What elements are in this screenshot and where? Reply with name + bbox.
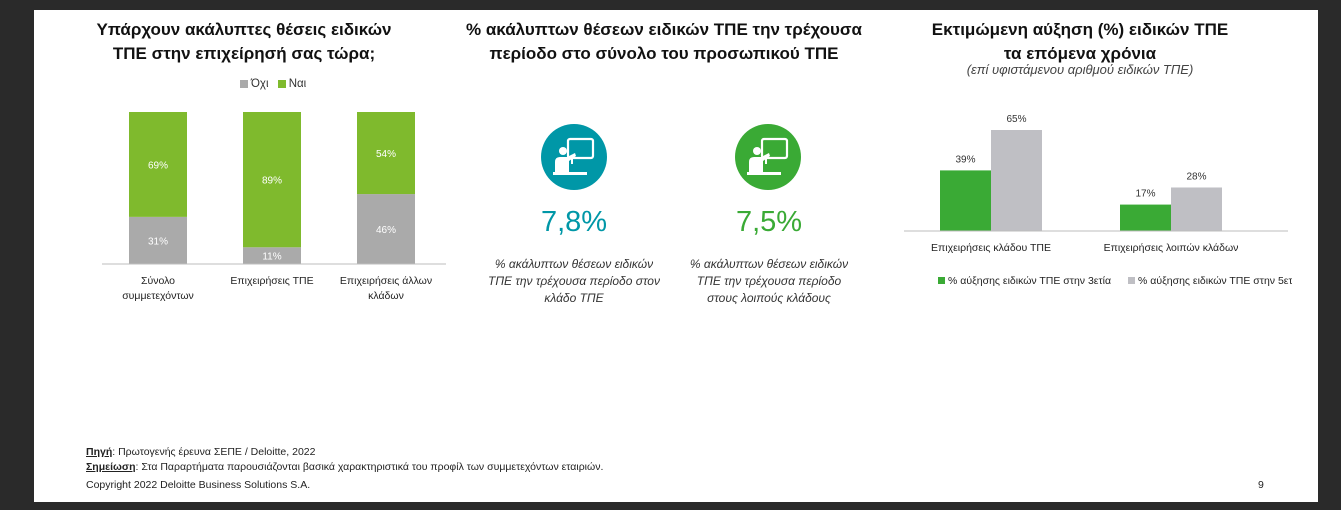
legend-no-swatch: [240, 79, 248, 88]
bar-5y-0: [991, 130, 1042, 231]
bar-label-yes-0: 69%: [148, 160, 168, 171]
page-number: 9: [1258, 479, 1264, 491]
source-note: Πηγή: Πρωτογενής έρευνα ΣΕΠΕ / Deloitte,…: [86, 446, 315, 458]
kpi1-desc-line2: ΤΠΕ την τρέχουσα περίοδο στον: [488, 274, 660, 288]
bar-value-3y-0: 39%: [955, 154, 975, 165]
middle-title-line2: περίοδο στο σύνολο του προσωπικού ΤΠΕ: [489, 44, 839, 63]
left-chart-title: Υπάρχουν ακάλυπτες θέσεις ειδικών ΤΠΕ στ…: [74, 18, 414, 66]
middle-title-line1: % ακάλυπτων θέσεων ειδικών ΤΠΕ την τρέχο…: [466, 20, 862, 39]
left-title-line1: Υπάρχουν ακάλυπτες θέσεις ειδικών: [96, 20, 392, 39]
source-label: Πηγή: [86, 446, 113, 458]
bar-yes-1: [243, 112, 301, 248]
kpi2-desc-line1: % ακάλυπτων θέσεων ειδικών: [689, 257, 849, 271]
category-label-0-0: Σύνολο: [141, 275, 175, 287]
left-legend: Όχι Ναι: [240, 78, 306, 90]
source-text: : Πρωτογενής έρευνα ΣΕΠΕ / Deloitte, 202…: [112, 446, 316, 458]
bar-value-5y-1: 28%: [1186, 171, 1206, 182]
right-chart-title: Εκτιμώμενη αύξηση (%) ειδικών ΤΠΕ τα επό…: [910, 18, 1250, 66]
kpi1-desc-line3: κλάδο ΤΠΕ: [544, 291, 604, 305]
kpi1-desc-line1: % ακάλυπτων θέσεων ειδικών: [494, 257, 654, 271]
category-label-1: Επιχειρήσεις λοιπών κλάδων: [1104, 242, 1239, 254]
category-label-2-0: Επιχειρήσεις άλλων: [340, 275, 432, 287]
right-title-line1: Εκτιμώμενη αύξηση (%) ειδικών ΤΠΕ: [931, 20, 1229, 39]
bar-3y-1: [1120, 204, 1171, 231]
bar-no-1: [243, 247, 301, 264]
bar-value-5y-0: 65%: [1006, 114, 1026, 125]
legend-no-label: Όχι: [251, 78, 269, 90]
category-label-0-1: συμμετεχόντων: [122, 290, 194, 302]
bar-label-yes-1: 89%: [262, 176, 282, 187]
grouped-bar-chart: 39% 65% Επιχειρήσεις κλάδου ΤΠΕ 17% 28% Επιχε…: [902, 110, 1301, 290]
bar-yes-2: [357, 112, 415, 195]
copyright: Copyright 2022 Deloitte Business Solutio…: [86, 479, 311, 491]
legend-yes-label: Ναι: [288, 78, 307, 90]
legend-swatch-0: [938, 277, 945, 284]
bar-3y-0: [940, 170, 991, 231]
note-text: : Στα Παραρτήματα παρουσιάζονται βασικά …: [135, 461, 604, 473]
bar-value-3y-1: 17%: [1135, 189, 1155, 200]
right-chart-subtitle: (επί υφιστάμενου αριθμού ειδικών ΤΠΕ): [966, 62, 1194, 77]
kpi2-desc-line2: ΤΠΕ την τρέχουσα περίοδο: [696, 274, 842, 288]
legend-yes-swatch: [277, 79, 286, 88]
kpi2-description: % ακάλυπτων θέσεων ειδικών ΤΠΕ την τρέχο…: [659, 256, 879, 307]
bar-5y-1: [1171, 187, 1222, 231]
bar-no-2: [357, 194, 415, 264]
bar-no-0: [129, 216, 187, 264]
kpi1-description: % ακάλυπτων θέσεων ειδικών ΤΠΕ την τρέχο…: [464, 256, 684, 307]
legend-swatch-1: [1128, 277, 1135, 284]
left-title-line2: ΤΠΕ στην επιχείρησή σας τώρα;: [112, 44, 376, 63]
category-label-1-0: Επιχειρήσεις ΤΠΕ: [230, 275, 313, 287]
kpi2-desc-line3: στους λοιπούς κλάδους: [707, 291, 831, 305]
kpi1-value: 7,8%: [540, 206, 608, 238]
bar-label-no-1: 11%: [262, 252, 281, 263]
legend-label-0: % αύξησης ειδικών ΤΠΕ στην 3ετία: [948, 275, 1111, 287]
kpi2-value: 7,5%: [735, 206, 803, 238]
stacked-bar-chart: 31% 69% Σύνολο συμμετεχόντων 11% 89% Επιχειρήσ…: [94, 112, 454, 312]
category-label-0: Επιχειρήσεις κλάδου ΤΠΕ: [931, 242, 1051, 254]
right-title-line2: τα επόμενα χρόνια: [1003, 44, 1157, 63]
bar-label-no-2: 46%: [376, 225, 396, 236]
category-label-2-1: κλάδων: [368, 290, 404, 302]
footnote: Σημείωση: Στα Παραρτήματα παρουσιάζονται…: [86, 461, 603, 473]
bar-yes-0: [129, 112, 187, 217]
bar-label-yes-2: 54%: [376, 149, 396, 160]
middle-title: % ακάλυπτων θέσεων ειδικών ΤΠΕ την τρέχο…: [464, 18, 864, 66]
presentation-icon-2: [735, 124, 801, 190]
presentation-icon: [541, 124, 607, 190]
note-label: Σημείωση: [86, 461, 136, 473]
slide: Υπάρχουν ακάλυπτες θέσεις ειδικών ΤΠΕ στ…: [34, 10, 1318, 502]
bar-label-no-0: 31%: [148, 236, 168, 247]
legend-label-1: % αύξησης ειδικών ΤΠΕ στην 5ετία: [1138, 275, 1292, 287]
